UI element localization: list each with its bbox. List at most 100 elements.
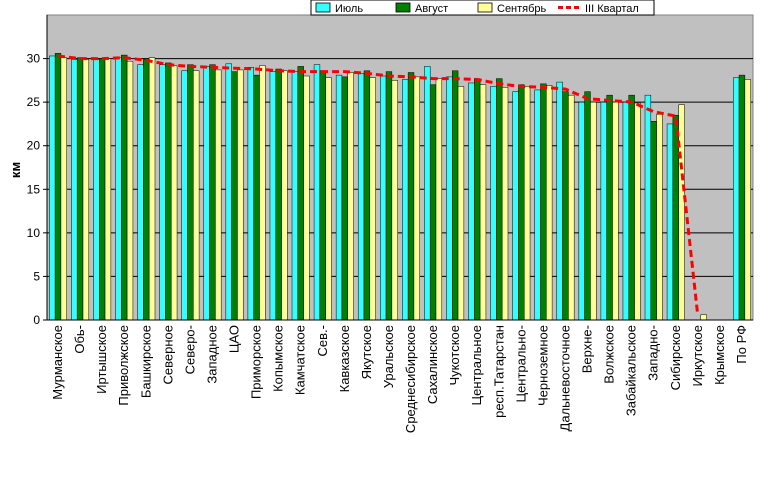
bar — [744, 79, 751, 321]
bar — [496, 78, 503, 321]
axes-group: 0 5 10 15 20 25 30 Мурманское Обь- Иртышское Приво… — [27, 15, 753, 433]
bar — [413, 76, 420, 321]
bar — [291, 71, 299, 321]
bar — [369, 77, 376, 321]
x-tick-label: Сев.- — [315, 325, 330, 356]
x-tick-label: Крымское — [712, 325, 727, 385]
bar — [429, 84, 437, 321]
bar — [259, 65, 266, 321]
bar — [76, 57, 84, 321]
bar — [126, 60, 134, 321]
bar — [49, 55, 56, 321]
bar — [159, 64, 166, 321]
bar — [656, 114, 663, 321]
bar — [556, 81, 563, 321]
legend-label: Сентябрь — [497, 3, 547, 15]
bar — [247, 67, 254, 321]
bar — [468, 82, 475, 321]
bar — [170, 65, 178, 321]
y-axis-label: км — [8, 162, 23, 178]
x-tick-label: Среднесибирское — [403, 325, 418, 433]
x-tick-label: Верхне- — [580, 325, 595, 373]
bar — [666, 123, 674, 321]
bar — [391, 80, 398, 321]
bar — [121, 54, 128, 321]
bar — [148, 57, 156, 321]
x-tick-label: респ.Татарстан — [491, 325, 506, 418]
x-tick-label: Центральное — [469, 325, 484, 405]
bar — [313, 64, 321, 321]
x-tick-label: Забайкальское — [624, 325, 639, 416]
x-tick-label: Дальневосточное — [557, 325, 572, 431]
x-tick-label: Иркутское — [690, 325, 705, 387]
bar — [523, 86, 531, 321]
x-tick-label: Сибирское — [668, 325, 683, 390]
x-tick-label: Башкирское — [138, 325, 153, 398]
bar — [269, 71, 277, 321]
x-tick-label: Мурманское — [50, 325, 65, 400]
bar — [479, 84, 487, 321]
y-tick-label: 20 — [27, 139, 41, 153]
bar — [319, 70, 326, 321]
bar — [281, 70, 288, 321]
x-tick-label: Центрально- — [513, 325, 528, 403]
bar — [540, 83, 547, 321]
legend-label: III Квартал — [585, 3, 639, 15]
bar — [600, 101, 607, 321]
bar — [93, 59, 100, 321]
legend-swatch — [477, 2, 493, 13]
bar — [363, 70, 371, 321]
bar — [193, 70, 200, 321]
bar — [501, 87, 509, 321]
bar — [424, 66, 431, 321]
bar — [435, 78, 443, 321]
bar — [562, 91, 569, 321]
bars-group — [49, 53, 751, 321]
bar — [165, 62, 172, 321]
bar — [231, 71, 238, 321]
x-tick-label: Волжское — [602, 325, 617, 384]
bar — [534, 89, 541, 321]
bar — [457, 86, 465, 321]
x-tick-label: Кавказское — [337, 325, 352, 392]
y-tick-label: 25 — [27, 95, 41, 109]
bar — [60, 57, 67, 321]
legend-label: Август — [415, 3, 448, 15]
bar — [606, 94, 613, 321]
x-tick-label: По РФ — [734, 325, 749, 364]
bar — [678, 104, 685, 321]
legend-swatch — [315, 2, 331, 13]
bar — [54, 53, 62, 321]
y-tick-label: 5 — [33, 269, 40, 283]
bar — [341, 76, 348, 321]
bar — [518, 84, 525, 321]
bar — [71, 59, 78, 321]
bar — [512, 91, 519, 321]
bar — [584, 91, 591, 321]
bar — [733, 77, 740, 321]
bar — [143, 59, 150, 321]
bar — [385, 71, 393, 321]
bar — [634, 102, 641, 321]
bar — [187, 64, 194, 321]
bar — [446, 76, 453, 321]
bar — [590, 101, 597, 321]
x-tick-label: ЦАО — [227, 325, 242, 353]
bar — [203, 66, 210, 321]
bar — [380, 75, 387, 321]
line-series-group — [57, 54, 700, 316]
bar — [335, 74, 343, 321]
bar — [237, 69, 244, 321]
legend-swatch — [395, 2, 411, 13]
x-tick-label: Чукотское — [447, 325, 462, 386]
bar — [474, 78, 481, 321]
bar — [253, 74, 260, 321]
bar — [297, 66, 304, 321]
x-tick-label: Якутское — [359, 325, 374, 379]
bar — [99, 58, 106, 321]
bar — [650, 121, 657, 321]
bar — [622, 101, 630, 321]
bar — [225, 63, 232, 321]
